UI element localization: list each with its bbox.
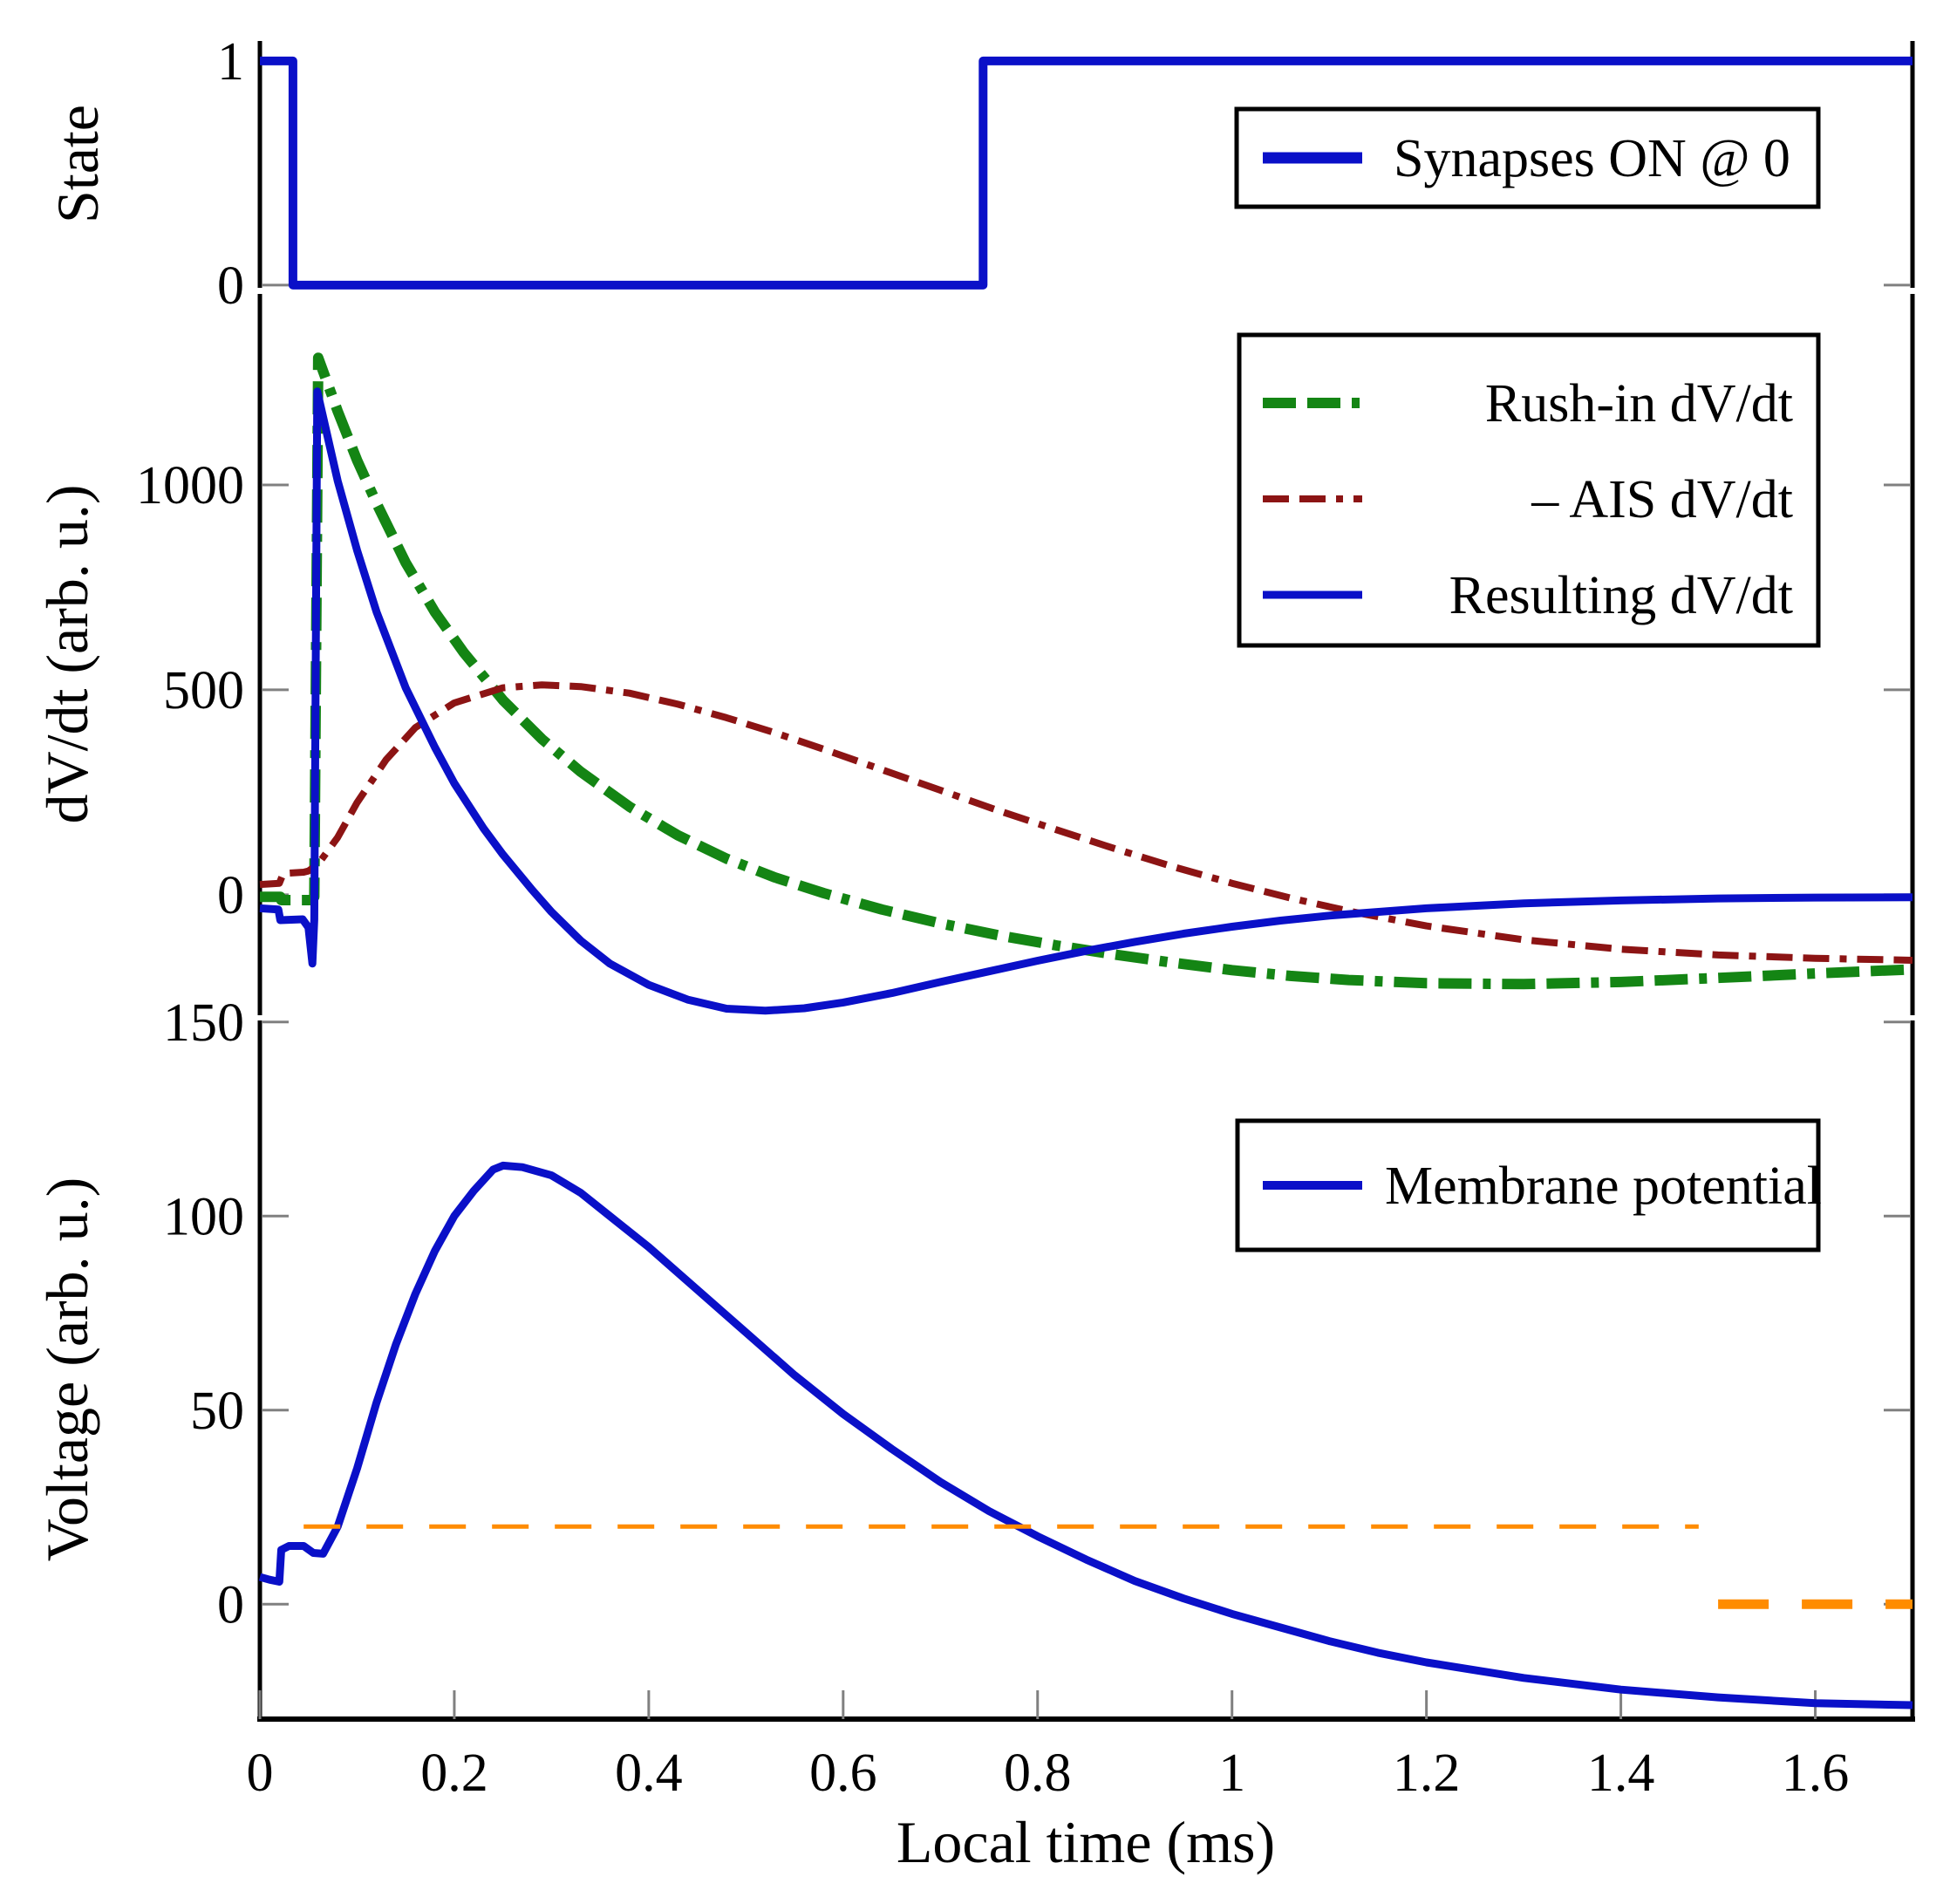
legend-voltage-label-membrane: Membrane potential: [1385, 1157, 1822, 1216]
legend-state-label-synapses: Synapses ON @ 0: [1394, 129, 1790, 188]
xtick-label: 0.6: [809, 1744, 877, 1803]
legend-dvdt-label-ais: – AIS dV/dt: [1531, 470, 1793, 529]
series-membrane-potential: [258, 1161, 1913, 1710]
series-resulting-dv-dt: [259, 387, 1913, 1015]
xtick-label: 1.4: [1587, 1744, 1655, 1803]
xtick-label: 0.2: [420, 1744, 488, 1803]
legend-dvdt-label-resulting: Resulting dV/dt: [1449, 566, 1793, 625]
xtick-label: 1: [1218, 1744, 1245, 1803]
legend-voltage: Membrane potential: [1235, 1118, 1822, 1252]
legend-dvdt-label-rush-in: Rush-in dV/dt: [1485, 374, 1793, 433]
xtick-label: 0: [247, 1744, 274, 1803]
panel-voltage: 0 50 100 150 0 0.2 0.4 0.6 0.8 1 1.2 1.4 1.6: [163, 993, 1915, 1803]
xtick-label: 1.2: [1393, 1744, 1461, 1803]
ytick-label-state: 1: [217, 32, 244, 92]
ytick-label-dvdt: 1000: [136, 456, 244, 515]
ytick-label-voltage: 0: [217, 1575, 244, 1634]
series-rush-in-dv-dt: [260, 352, 1913, 990]
xtick-label: 1.6: [1782, 1744, 1850, 1803]
xlabel: Local time (ms): [897, 1809, 1275, 1875]
ytick-label-dvdt: 0: [217, 866, 244, 925]
ylabel-state: State: [44, 105, 111, 223]
ylabel-voltage: Voltage (arb. u.): [34, 1177, 100, 1562]
ytick-label-voltage: 100: [163, 1187, 244, 1246]
panel-dvdt: 0 500 1000: [136, 294, 1915, 1015]
ytick-label-voltage: 150: [163, 993, 244, 1053]
legend-dvdt: Rush-in dV/dt – AIS dV/dt Resulting dV/d…: [1237, 332, 1821, 648]
ytick-label-state: 0: [217, 256, 244, 316]
series-ais-dv-dt: [259, 681, 1913, 964]
ylabel-dvdt: dV/dt (arb. u.): [34, 484, 100, 823]
ytick-label-voltage: 50: [190, 1382, 244, 1441]
legend-state: Synapses ON @ 0: [1234, 106, 1821, 209]
xtick-label: 0.8: [1004, 1744, 1072, 1803]
xtick-label: 0.4: [615, 1744, 683, 1803]
panel-state: 01: [217, 32, 1915, 316]
ytick-label-dvdt: 500: [163, 661, 244, 720]
series-synapses-on-0: [260, 56, 1912, 290]
